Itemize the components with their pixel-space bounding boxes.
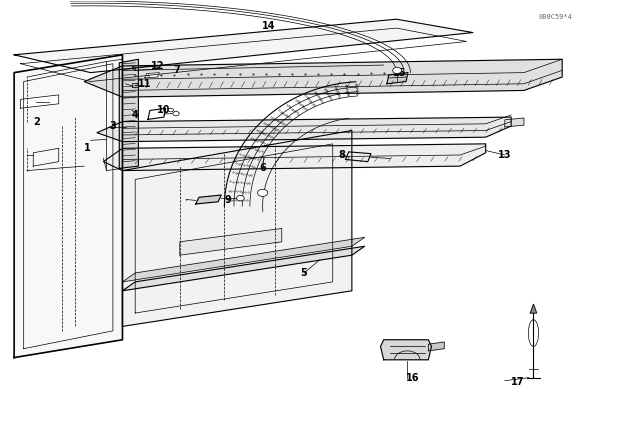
Text: 14: 14 xyxy=(262,21,276,31)
Text: 15: 15 xyxy=(393,68,406,78)
Polygon shape xyxy=(122,237,365,282)
Polygon shape xyxy=(119,59,138,168)
Polygon shape xyxy=(148,108,166,119)
Text: 17: 17 xyxy=(511,377,524,387)
Text: 3: 3 xyxy=(109,121,116,131)
Circle shape xyxy=(393,67,401,73)
Text: 10: 10 xyxy=(157,105,171,116)
Text: 12: 12 xyxy=(151,61,164,71)
Polygon shape xyxy=(14,55,122,358)
Text: 5: 5 xyxy=(301,268,307,278)
Text: 6: 6 xyxy=(259,164,266,173)
Text: 16: 16 xyxy=(406,373,419,383)
Polygon shape xyxy=(531,304,537,313)
Polygon shape xyxy=(505,118,524,127)
Text: 11: 11 xyxy=(138,79,152,89)
Polygon shape xyxy=(122,246,365,291)
Polygon shape xyxy=(122,130,352,327)
Polygon shape xyxy=(84,59,562,97)
Text: 7: 7 xyxy=(173,65,180,75)
Polygon shape xyxy=(381,340,431,360)
Text: 4: 4 xyxy=(132,110,139,120)
Polygon shape xyxy=(387,73,408,84)
Polygon shape xyxy=(20,95,59,108)
Polygon shape xyxy=(145,73,159,78)
Polygon shape xyxy=(103,144,486,171)
Polygon shape xyxy=(346,152,371,162)
Text: 9: 9 xyxy=(224,194,231,205)
Text: 2: 2 xyxy=(33,116,40,127)
Text: 8: 8 xyxy=(339,150,346,160)
Polygon shape xyxy=(196,195,221,204)
Polygon shape xyxy=(14,19,473,73)
Circle shape xyxy=(257,189,268,196)
Text: 13: 13 xyxy=(498,150,511,160)
Circle shape xyxy=(237,195,244,201)
Polygon shape xyxy=(180,228,282,255)
Polygon shape xyxy=(97,117,511,142)
Circle shape xyxy=(168,108,173,112)
Text: 000C59*4: 000C59*4 xyxy=(539,14,573,20)
Polygon shape xyxy=(428,342,444,351)
Circle shape xyxy=(173,112,179,116)
Polygon shape xyxy=(135,66,157,70)
Text: 1: 1 xyxy=(84,143,91,153)
